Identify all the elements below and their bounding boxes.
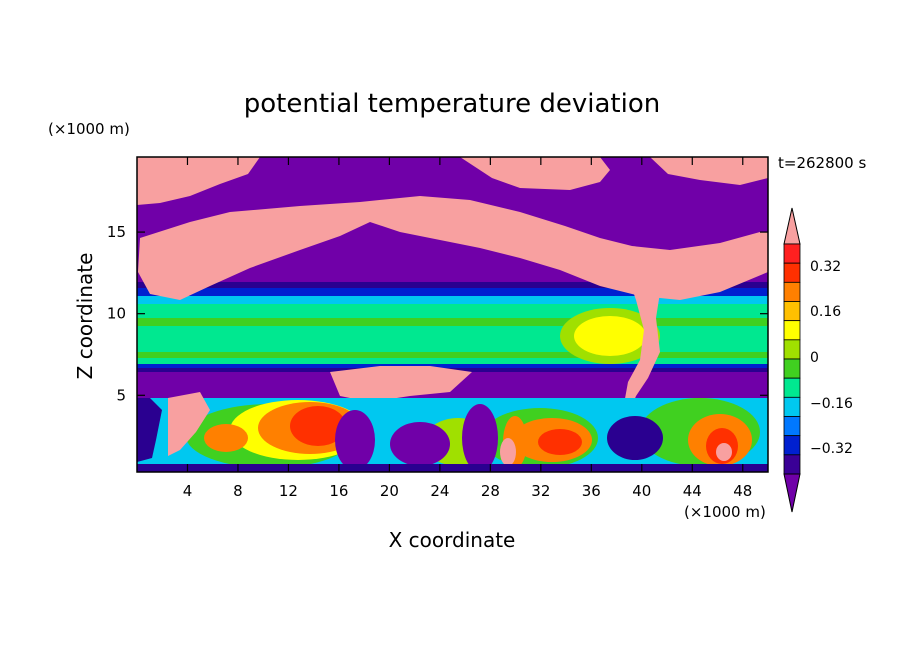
x-tick-label: 28 [481,482,500,500]
x-tick-label: 12 [279,482,298,500]
plume-red-2 [538,429,582,455]
plot-area [137,157,768,472]
colorbar-swatch [783,262,801,283]
colorbar-swatch [783,281,801,302]
band-blue-lower [137,364,768,370]
colorbar-label: 0 [810,350,819,366]
y-tick-label: 15 [107,223,126,241]
colorbar-swatch [783,358,801,379]
x-tick-label: 36 [582,482,601,500]
x-tick-label: 20 [380,482,399,500]
surface-band [137,464,768,472]
colorbar-swatch [783,339,801,360]
x-tick-label: 24 [430,482,449,500]
time-label: t=262800 s [778,154,866,172]
y-unit-label: (×1000 m) [48,120,130,138]
colorbar-swatch [783,301,801,322]
band-blue-upper [137,288,768,296]
pink-region-top-left [137,157,260,205]
y-tick-label: 10 [107,305,126,323]
chart-title: potential temperature deviation [244,89,660,119]
plot-frame [136,156,769,473]
band-cyan-upper [137,296,768,306]
colorbar-swatch [783,377,801,398]
downdraft-purple-2 [462,404,498,472]
pink-filament [624,262,662,410]
x-tick-label: 4 [183,482,193,500]
x-tick-label: 48 [733,482,752,500]
pink-region-top-right [650,157,768,185]
colorbar-swatch [783,435,801,456]
lower-left-dark [137,398,162,462]
x-tick-label: 8 [233,482,243,500]
pink-region-lower-left [168,392,210,456]
downdraft-purple-3 [390,422,450,466]
colorbar-swatch [783,320,801,341]
plume-orange-2 [204,424,248,452]
y-axis-label: Z coordinate [73,253,97,380]
colorbar-swatch [783,396,801,417]
band-navy-upper [137,282,768,292]
warm-patch-yellow [574,316,646,356]
x-tick-label: 40 [632,482,651,500]
colorbar-swatch [783,243,801,264]
x-tick-label: 16 [329,482,348,500]
pink-region-upper-main [138,196,768,300]
band-teal-inner [137,326,768,352]
colorbar-label: 0.16 [810,304,841,320]
colorbar-label: −0.32 [810,441,853,457]
colorbar-swatch [783,416,801,437]
x-tick-label: 44 [683,482,702,500]
pink-region-top-center [460,157,610,190]
colorbar-upper-arrow [783,207,801,245]
plume-pink-core [716,443,732,461]
x-axis: 4 8 12 16 20 24 28 32 36 40 44 48 [183,157,752,500]
x-unit-label: (×1000 m) [684,503,766,521]
x-tick-label: 32 [531,482,550,500]
colorbar-lower-arrow [783,473,801,513]
colorbar-swatch [783,454,801,475]
downdraft-navy [607,416,663,460]
pink-region-middle [330,366,472,402]
colorbar-label: 0.32 [810,259,841,275]
colorbar-label: −0.16 [810,396,853,412]
plume-pink-core-2 [500,438,516,466]
downdraft-purple-1 [335,410,375,470]
y-tick-label: 5 [116,386,126,404]
colorbar: 0.32 0.16 0 −0.16 −0.32 [783,207,853,513]
plume-red-1 [290,406,346,446]
x-axis-label: X coordinate [389,528,516,552]
y-axis: 5 10 15 [107,223,768,404]
